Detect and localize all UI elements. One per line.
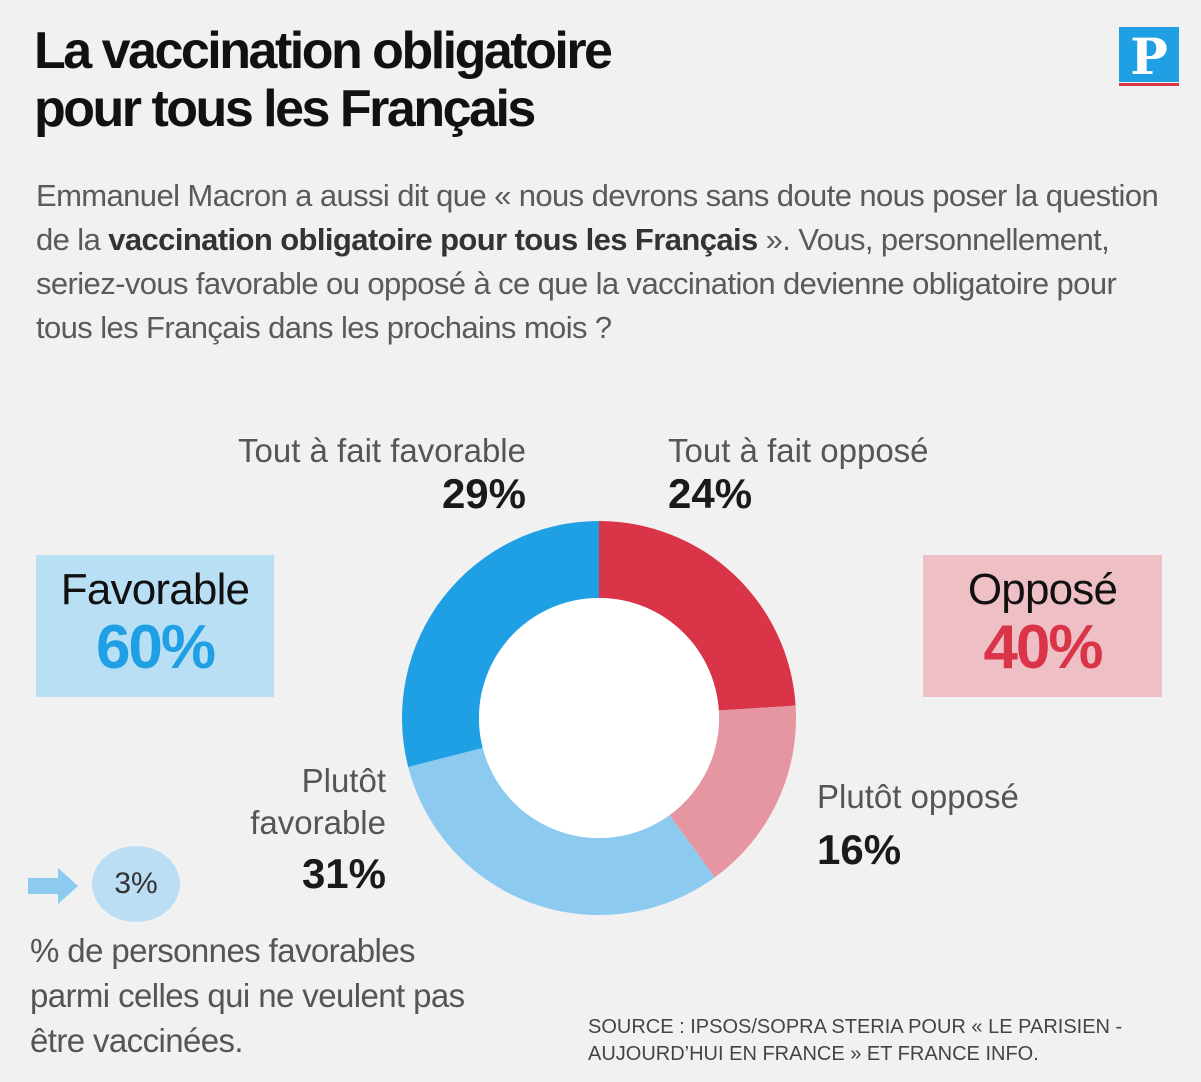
page-title: La vaccination obligatoire pour tous les… <box>34 22 794 138</box>
segment-label-3-line-2: favorable <box>250 804 386 841</box>
favorable-summary-box: Favorable 60% <box>36 555 274 697</box>
favorable-value: 60% <box>95 613 216 682</box>
source-credit: SOURCE : IPSOS/SOPRA STERIA POUR « LE PA… <box>588 1014 1188 1068</box>
opposed-label: Opposé <box>967 565 1118 614</box>
source-line-2: AUJOURD’HUI EN FRANCE » ET FRANCE INFO. <box>588 1043 1039 1065</box>
donut-hole <box>479 598 719 838</box>
segment-value-4: 29% <box>442 470 526 517</box>
note-text: % de personnes favorables parmi celles q… <box>30 932 465 1059</box>
logo-letter: P <box>1130 27 1168 86</box>
le-parisien-logo: P <box>1119 27 1179 86</box>
note-value-badge: 3% <box>92 846 180 922</box>
segment-label-4-line-1: Tout à fait favorable <box>238 432 526 469</box>
logo-underline <box>1119 83 1179 86</box>
question-part-1: Emmanuel Macron a aussi dit que « nous d… <box>36 178 1159 257</box>
source-line-1: SOURCE : IPSOS/SOPRA STERIA POUR « LE PA… <box>588 1016 1123 1038</box>
question-part-2: ». Vous, personnellement, seriez-vous fa… <box>36 222 1117 345</box>
opposed-summary-box: Opposé 40% <box>923 555 1162 697</box>
opposed-value: 40% <box>983 613 1103 682</box>
logo-background <box>1119 27 1179 82</box>
segment-label-1-line-1: Tout à fait opposé <box>668 432 929 469</box>
title-line-2: pour tous les Français <box>34 80 536 138</box>
segment-label-2-line-1: Plutôt opposé <box>817 778 1019 815</box>
title-line-1: La vaccination obligatoire <box>34 22 613 80</box>
segment-label-3-line-1: Plutôt <box>302 762 386 799</box>
donut-segment-1 <box>599 521 796 711</box>
question-emphasis: vaccination obligatoire pour tous les Fr… <box>108 222 758 257</box>
donut-segment-3 <box>408 747 715 915</box>
segment-value-2: 16% <box>817 826 901 873</box>
segment-value-1: 24% <box>668 470 752 517</box>
donut-segment-4 <box>402 521 599 767</box>
arrow-right-icon <box>28 868 78 904</box>
segment-value-3: 31% <box>302 850 386 897</box>
donut-segment-2 <box>669 705 797 878</box>
question-text: Emmanuel Macron a aussi dit que « nous d… <box>36 174 1176 350</box>
favorable-label: Favorable <box>60 565 250 614</box>
